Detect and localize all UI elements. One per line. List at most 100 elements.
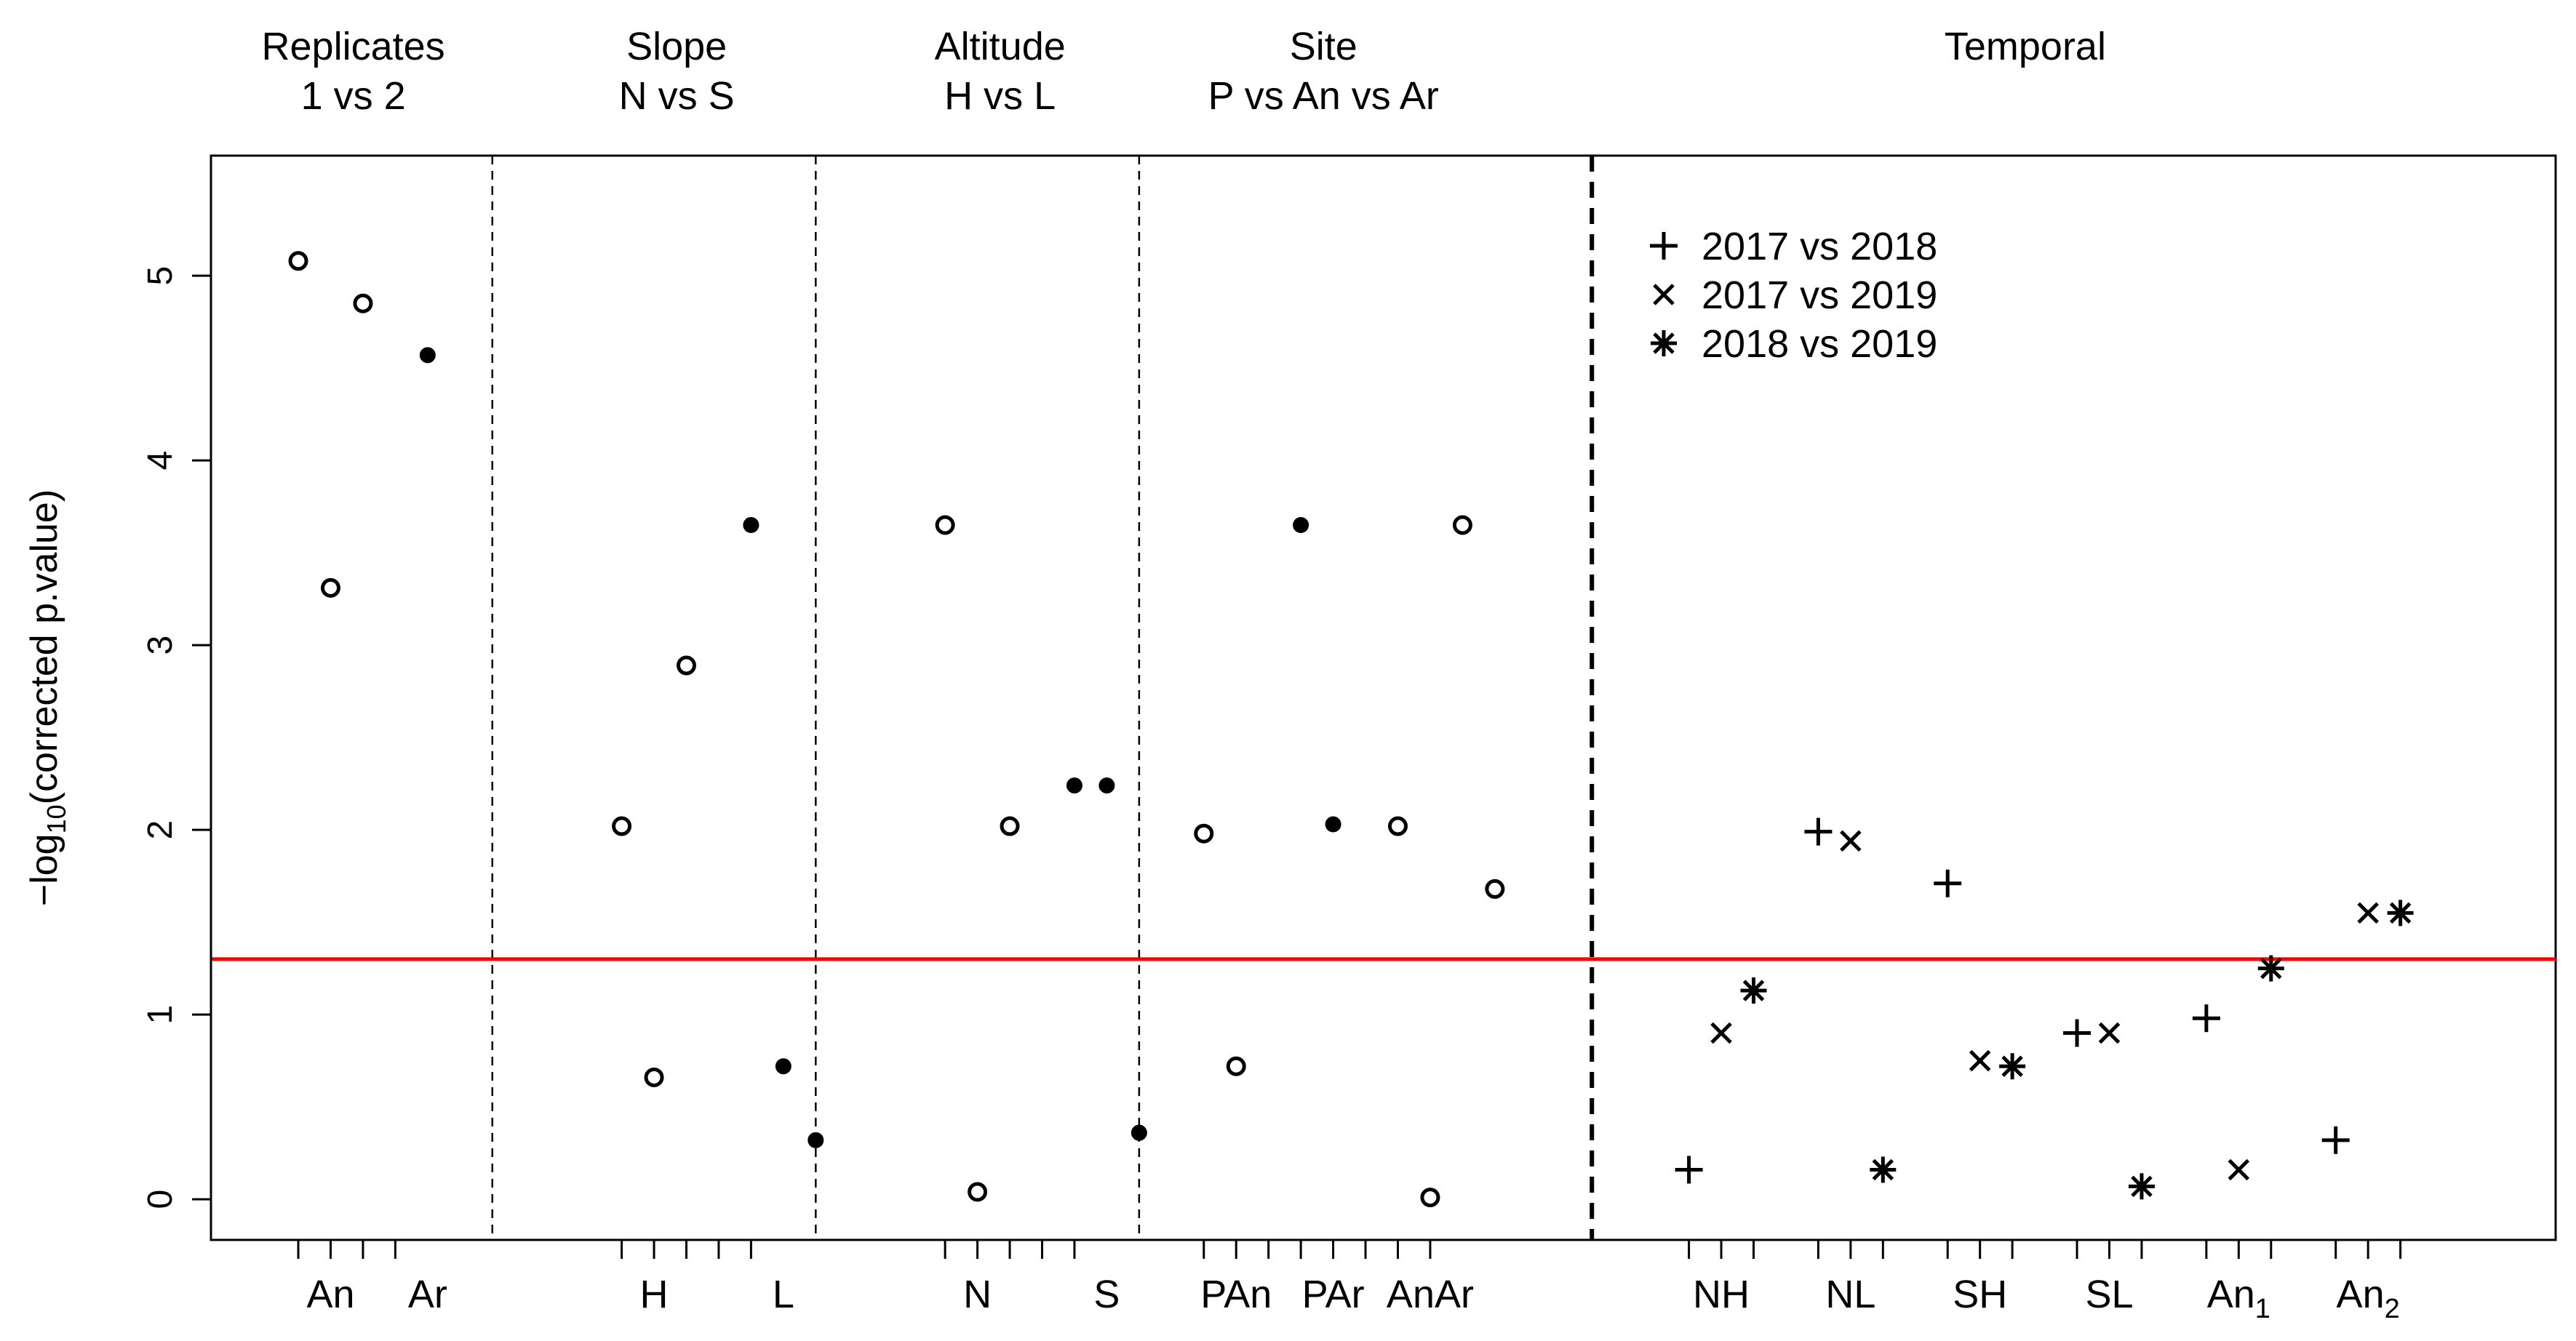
x-group-label: NH: [1693, 1273, 1750, 1316]
data-point-open: [1388, 816, 1408, 836]
open-circle-marker: [676, 655, 696, 676]
data-point-filled: [419, 347, 436, 364]
data-point-star: [1740, 977, 1767, 1004]
cross-b: [2357, 902, 2379, 924]
data-point-filled: [1098, 777, 1115, 794]
y-tick-label: 1: [141, 1005, 180, 1025]
star-b: [2260, 957, 2282, 980]
x-group-label: PAr: [1302, 1273, 1365, 1316]
filled-circle-marker: [419, 347, 436, 364]
open-circle-marker: [1000, 816, 1020, 836]
y-tick-label: 2: [141, 820, 180, 840]
data-point-open: [1452, 515, 1472, 535]
data-point-star: [1999, 1053, 2026, 1080]
star-b: [2389, 902, 2412, 924]
star-b: [1653, 332, 1675, 354]
data-point-open: [1000, 816, 1020, 836]
data-point-filled: [743, 517, 759, 534]
legend-marker-star: [1651, 330, 1677, 356]
y-tick-label: 4: [141, 451, 180, 471]
legend: 2017 vs 2018 2017 vs 2019 2018 vs 2019: [1650, 225, 1937, 366]
data-point-open: [968, 1182, 988, 1202]
filled-circle-marker: [1131, 1124, 1147, 1141]
open-circle-marker: [1485, 878, 1505, 899]
data-point-open: [1485, 878, 1505, 899]
data-point-cross: [1969, 1049, 1991, 1072]
data-point-open: [935, 515, 955, 535]
open-circle-marker: [612, 816, 632, 836]
star-b: [1742, 980, 1765, 1001]
y-axis-label: −log10(corrected p.value): [23, 489, 71, 906]
plot-area: [210, 154, 2557, 1241]
data-points: [288, 251, 2414, 1208]
open-circle-marker: [288, 251, 308, 271]
legend-label: 2018 vs 2019: [1702, 322, 1937, 366]
panel-title-line2: P vs An vs Ar: [1208, 74, 1439, 118]
data-point-filled: [808, 1132, 824, 1148]
filled-circle-marker: [775, 1058, 791, 1075]
open-circle-marker: [1226, 1056, 1246, 1076]
x-group-label: Ar: [408, 1273, 447, 1316]
data-point-plus: [2321, 1126, 2350, 1154]
data-point-cross: [2228, 1158, 2250, 1181]
x-group-label: L: [773, 1273, 794, 1316]
data-point-plus: [2192, 1004, 2220, 1033]
data-point-open: [288, 251, 308, 271]
open-circle-marker: [644, 1067, 664, 1087]
data-point-filled: [1066, 777, 1082, 794]
data-point-filled: [1325, 816, 1341, 833]
data-point-open: [320, 577, 340, 598]
y-tick-label: 0: [141, 1190, 180, 1209]
data-point-plus: [2063, 1019, 2091, 1047]
x-group-label: SH: [1953, 1273, 2007, 1316]
x-group-label: An1: [2207, 1273, 2270, 1324]
data-point-filled: [1131, 1124, 1147, 1141]
data-point-star: [2387, 900, 2414, 926]
data-point-cross: [2357, 902, 2379, 924]
cross-b: [1840, 830, 1862, 852]
open-circle-marker: [1420, 1188, 1440, 1208]
star-b: [2001, 1055, 2023, 1078]
plot-frame: [210, 154, 2557, 1241]
open-circle-marker: [1452, 515, 1472, 535]
y-axis: 0 1 2 3 4 5 −log10(corrected p.value): [23, 266, 212, 1209]
x-group-label: AnAr: [1387, 1273, 1474, 1316]
data-point-star: [1870, 1156, 1897, 1183]
legend-label: 2017 vs 2018: [1702, 225, 1937, 268]
cross-b: [2098, 1022, 2121, 1044]
x-group-label: NL: [1825, 1273, 1875, 1316]
filled-circle-marker: [1293, 517, 1309, 534]
open-circle-marker: [968, 1182, 988, 1202]
cross-b: [1710, 1022, 1732, 1044]
y-tick-label: 3: [141, 636, 180, 655]
data-point-open: [353, 293, 373, 313]
filled-circle-marker: [1098, 777, 1115, 794]
panel-title-line1: Altitude: [935, 25, 1066, 68]
x-group-label: PAn: [1200, 1273, 1272, 1316]
panel-title-line2: H vs L: [944, 74, 1056, 118]
data-point-filled: [1293, 517, 1309, 534]
data-point-open: [1194, 823, 1214, 844]
panel-title-line2: 1 vs 2: [301, 74, 406, 118]
open-circle-marker: [353, 293, 373, 313]
cross-b: [1969, 1049, 1991, 1072]
star-b: [1872, 1158, 1894, 1181]
filled-circle-marker: [808, 1132, 824, 1148]
data-point-plus: [1675, 1156, 1703, 1184]
data-point-star: [2128, 1173, 2155, 1200]
open-circle-marker: [1388, 816, 1408, 836]
data-point-open: [1226, 1056, 1246, 1076]
filled-circle-marker: [1066, 777, 1082, 794]
x-axis: An Ar H L N S PAn PAr AnAr NH NL SH SL An1 An2: [297, 1238, 2402, 1324]
x-group-label: S: [1093, 1273, 1120, 1316]
panel-title-line1: Slope: [626, 25, 727, 68]
panel-title-line1: Site: [1290, 25, 1357, 68]
panel-title-line1: Temporal: [1945, 25, 2106, 68]
x-group-label: N: [963, 1273, 992, 1316]
cross-b: [1653, 284, 1675, 305]
panel-title-line1: Replicates: [262, 25, 445, 68]
cross-b: [2228, 1158, 2250, 1181]
data-point-cross: [1710, 1022, 1732, 1044]
legend-marker-cross: [1653, 284, 1675, 305]
